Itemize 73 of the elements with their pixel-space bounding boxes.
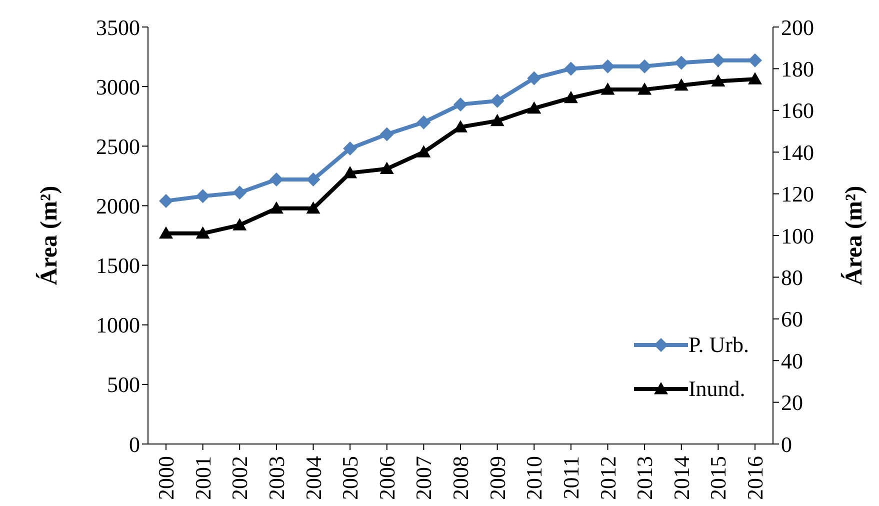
y-axis-title: Área (m²)	[36, 186, 63, 286]
x-tick-label: 2002	[227, 456, 252, 500]
point	[638, 59, 652, 74]
point	[159, 226, 173, 239]
x-tick-label: 2011	[558, 456, 584, 500]
y2-tick-label: 140	[781, 140, 814, 165]
y2-tick-label: 60	[781, 306, 803, 332]
y-tick-label: 1500	[96, 253, 140, 278]
y-tick-label: 0	[129, 432, 140, 457]
point	[269, 172, 284, 187]
x-tick-label: 2003	[264, 456, 289, 500]
point	[159, 194, 173, 208]
legend-label: Inund.	[688, 376, 746, 402]
point	[380, 162, 394, 174]
y2-tick-label: 160	[781, 98, 814, 124]
point	[232, 218, 247, 230]
y-tick-label: 500	[107, 372, 140, 398]
point	[638, 82, 652, 95]
y-tick-label: 1000	[96, 312, 140, 338]
point	[232, 186, 247, 200]
x-tick-label: 2010	[522, 456, 547, 500]
point	[490, 114, 504, 126]
y2-tick-label: 0	[781, 432, 792, 457]
point	[564, 90, 578, 104]
x-tick-label: 2007	[411, 456, 436, 500]
y2-tick-label: 100	[781, 223, 814, 248]
legend-label: P. Urb.	[688, 332, 749, 358]
y2-tick-label: 120	[781, 182, 814, 207]
point	[343, 166, 358, 178]
x-tick-label: 2013	[632, 456, 658, 500]
y2-tick-label: 20	[781, 390, 803, 416]
point	[674, 78, 688, 91]
point	[454, 97, 468, 112]
x-tick-label: 2014	[668, 456, 694, 500]
point	[306, 172, 320, 187]
y-tick-label: 2500	[96, 134, 140, 159]
point	[527, 71, 542, 86]
point	[343, 142, 358, 156]
point	[416, 145, 431, 158]
point	[748, 53, 762, 68]
point	[711, 53, 726, 68]
y2-tick-label: 200	[781, 14, 814, 40]
point	[416, 115, 431, 130]
x-tick-label: 2006	[374, 456, 400, 500]
point	[306, 201, 320, 214]
x-tick-label: 2004	[300, 456, 326, 500]
point	[600, 59, 615, 74]
point	[269, 201, 284, 214]
x-tick-label: 2000	[154, 456, 178, 500]
y2-tick-label: 180	[781, 56, 814, 82]
point	[196, 189, 210, 204]
y2-axis-title: Área (m²)	[840, 186, 868, 286]
x-tick-label: 2015	[706, 456, 731, 500]
y-tick-label: 3000	[96, 74, 140, 100]
y2-tick-label: 80	[781, 265, 803, 290]
y2-tick-label: 40	[781, 348, 803, 374]
x-tick-label: 2016	[742, 456, 768, 500]
point	[490, 94, 504, 108]
point	[600, 82, 615, 95]
point	[564, 62, 578, 76]
point	[380, 127, 394, 142]
point	[674, 56, 688, 70]
point	[711, 74, 726, 86]
x-tick-label: 2012	[595, 456, 620, 500]
x-tick-label: 2009	[484, 456, 510, 500]
point	[196, 226, 210, 239]
point	[748, 72, 762, 84]
x-tick-label: 2001	[190, 456, 216, 500]
y-tick-label: 3500	[96, 14, 140, 40]
x-tick-label: 2005	[338, 456, 363, 500]
x-tick-label: 2008	[448, 456, 473, 500]
point	[527, 101, 542, 114]
y-tick-label: 2000	[96, 194, 140, 219]
